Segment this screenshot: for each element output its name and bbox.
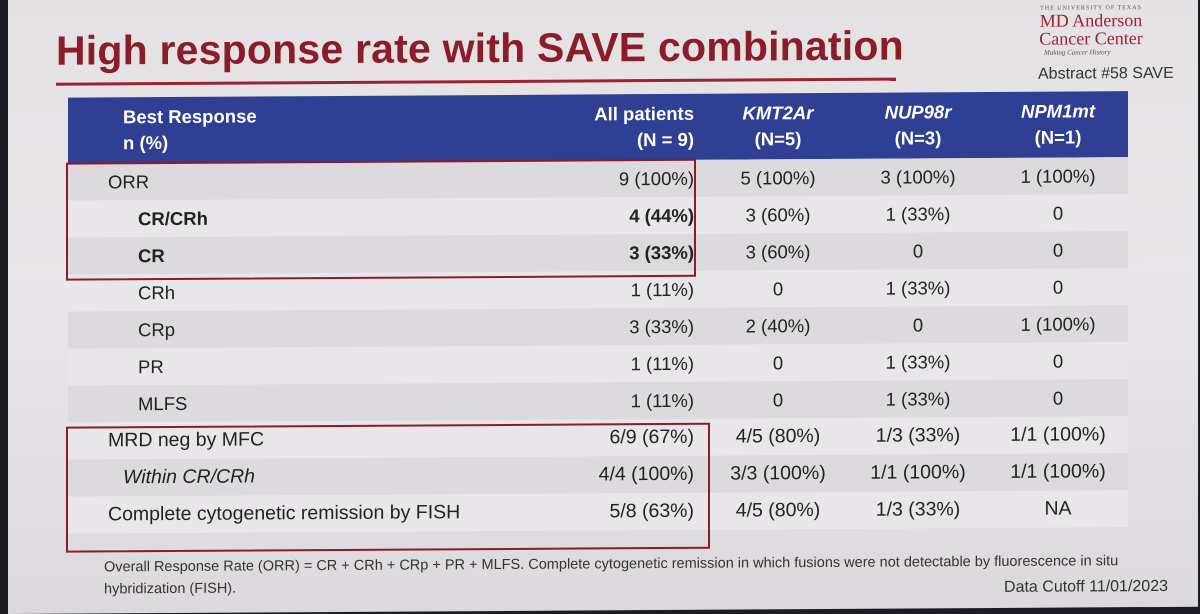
row-label: Within CR/CRh	[68, 456, 508, 497]
logo-line1: MD Anderson	[1039, 10, 1143, 31]
table-row: CR/CRh 4 (44%) 3 (60%) 1 (33%) 0	[68, 194, 1128, 238]
cell-kmt2ar: 0	[708, 343, 848, 382]
response-table: Best Response n (%) All patients (N = 9)…	[68, 91, 1128, 534]
row-label: MRD neg by MFC	[68, 419, 508, 460]
cell-nup98r: 1/3 (33%)	[848, 417, 988, 455]
cell-npm1mt: NA	[988, 490, 1128, 529]
cell-all: 1 (11%)	[508, 270, 708, 309]
cell-npm1mt: 0	[988, 231, 1128, 270]
cell-nup98r: 1 (33%)	[848, 195, 988, 233]
table-row: CRp 3 (33%) 2 (40%) 0 1 (100%)	[68, 305, 1128, 349]
table-row: MRD neg by MFC 6/9 (67%) 4/5 (80%) 1/3 (…	[68, 416, 1128, 460]
slide-title: High response rate with SAVE combination	[56, 22, 904, 74]
title-underline	[56, 77, 896, 86]
row-label: CR/CRh	[68, 197, 508, 238]
row-label: Complete cytogenetic remission by FISH	[68, 493, 508, 534]
cell-kmt2ar: 5 (100%)	[708, 158, 848, 197]
cell-npm1mt: 1/1 (100%)	[988, 416, 1128, 455]
cell-kmt2ar: 3/3 (100%)	[708, 454, 848, 493]
cell-all: 1 (11%)	[508, 381, 708, 420]
cell-all: 4 (44%)	[508, 196, 708, 235]
header-npm1mt: NPM1mt (N=1)	[988, 91, 1128, 159]
table-row: ORR 9 (100%) 5 (100%) 3 (100%) 1 (100%)	[68, 157, 1128, 201]
table-row: CR 3 (33%) 3 (60%) 0 0	[68, 231, 1128, 275]
header-kmt2ar: KMT2Ar (N=5)	[708, 92, 848, 160]
cell-nup98r: 1 (33%)	[848, 380, 988, 418]
logo-line2: Cancer Center	[1039, 28, 1143, 49]
cell-npm1mt: 1 (100%)	[988, 305, 1128, 344]
header-all-patients: All patients (N = 9)	[508, 93, 708, 161]
cell-kmt2ar: 3 (60%)	[708, 195, 848, 234]
table-row: Within CR/CRh 4/4 (100%) 3/3 (100%) 1/1 …	[68, 453, 1128, 497]
row-label: CRh	[68, 271, 508, 312]
cell-nup98r: 0	[848, 232, 988, 270]
cell-kmt2ar: 0	[708, 269, 848, 308]
cell-all: 9 (100%)	[508, 159, 708, 198]
table-row: Complete cytogenetic remission by FISH 5…	[68, 490, 1128, 534]
cell-nup98r: 1/3 (33%)	[848, 491, 988, 529]
table-row: MLFS 1 (11%) 0 1 (33%) 0	[68, 379, 1128, 423]
table-row: PR 1 (11%) 0 1 (33%) 0	[68, 342, 1128, 386]
header-nup98r: NUP98r (N=3)	[848, 92, 988, 159]
cell-npm1mt: 0	[988, 194, 1128, 233]
cell-npm1mt: 0	[988, 379, 1128, 418]
abstract-label: Abstract #58 SAVE	[1038, 64, 1174, 83]
row-label: MLFS	[68, 382, 508, 423]
row-label: CRp	[68, 308, 508, 349]
cell-all: 6/9 (67%)	[508, 418, 708, 457]
slide: High response rate with SAVE combination…	[8, 0, 1198, 614]
cell-kmt2ar: 4/5 (80%)	[708, 491, 848, 530]
cell-all: 4/4 (100%)	[508, 455, 708, 494]
cell-nup98r: 1 (33%)	[848, 269, 988, 307]
logo-tagline: Making Cancer History	[1044, 48, 1111, 57]
cell-kmt2ar: 0	[708, 380, 848, 419]
md-anderson-logo: THE UNIVERSITY OF TEXAS MD Anderson Canc…	[1036, 5, 1146, 57]
cell-kmt2ar: 3 (60%)	[708, 232, 848, 271]
row-label: CR	[68, 234, 508, 275]
cell-npm1mt: 1 (100%)	[988, 157, 1128, 196]
cell-all: 3 (33%)	[508, 233, 708, 272]
cell-kmt2ar: 2 (40%)	[708, 306, 848, 345]
cell-npm1mt: 0	[988, 268, 1128, 307]
cell-nup98r: 0	[848, 306, 988, 344]
cell-all: 5/8 (63%)	[508, 492, 708, 531]
row-label: PR	[68, 345, 508, 386]
cell-npm1mt: 1/1 (100%)	[988, 453, 1128, 492]
cell-nup98r: 1/1 (100%)	[848, 454, 988, 492]
data-cutoff: Data Cutoff 11/01/2023	[1004, 577, 1168, 596]
header-best-response: Best Response n (%)	[68, 94, 508, 164]
row-label: ORR	[68, 160, 508, 201]
cell-npm1mt: 0	[988, 342, 1128, 381]
cell-kmt2ar: 4/5 (80%)	[708, 417, 848, 456]
cell-nup98r: 3 (100%)	[848, 158, 988, 196]
cell-nup98r: 1 (33%)	[848, 343, 988, 381]
cell-all: 1 (11%)	[508, 344, 708, 383]
table-header: Best Response n (%) All patients (N = 9)…	[68, 91, 1128, 164]
cell-all: 3 (33%)	[508, 307, 708, 346]
table-row: CRh 1 (11%) 0 1 (33%) 0	[68, 268, 1128, 312]
